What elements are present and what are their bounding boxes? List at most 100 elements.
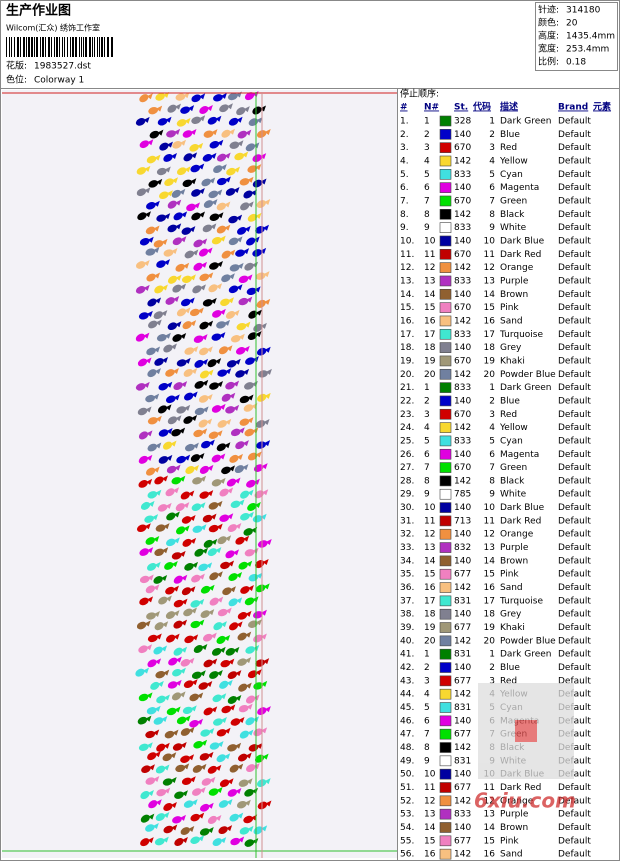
stitch-blob: [171, 247, 178, 254]
stitch-blob: [147, 837, 154, 844]
brand: Default: [558, 703, 591, 713]
stitch-blob: [154, 154, 161, 161]
stitch-blob: [140, 791, 150, 800]
stitches: 140: [454, 183, 471, 193]
stitch-blob: [156, 178, 163, 185]
color-swatch: [439, 315, 452, 327]
stitch-blob: [237, 632, 247, 641]
stitch-blob: [226, 103, 233, 110]
code: 5: [489, 436, 495, 446]
code: 15: [484, 836, 495, 846]
column-header: 元素: [593, 101, 611, 113]
stitch-blob: [171, 428, 181, 437]
stitch-blob: [162, 753, 173, 762]
stitch-blob: [237, 812, 244, 819]
row-number: 48.: [400, 743, 414, 753]
stitch-blob: [230, 500, 241, 509]
stitch-blob: [200, 261, 207, 268]
stitch-blob: [225, 368, 232, 375]
stitch-blob: [203, 659, 213, 668]
stat-label: 宽度:: [538, 43, 559, 55]
stitch-blob: [198, 419, 208, 428]
stitches: 831: [454, 650, 471, 660]
stitch-blob: [199, 105, 209, 115]
stitch-blob: [153, 576, 163, 584]
stitch-blob: [199, 370, 210, 379]
bar: [42, 37, 44, 57]
brand: Default: [558, 756, 591, 766]
needle: 5: [424, 703, 430, 713]
stitches: 833: [454, 436, 471, 446]
stitches: 140: [454, 236, 471, 246]
stitch-blob: [138, 693, 149, 702]
stitch-blob: [252, 154, 262, 163]
stitch-blob: [247, 584, 254, 591]
stitch-blob: [154, 346, 161, 353]
stitch-blob: [180, 827, 190, 835]
description: Dark Red: [500, 250, 541, 260]
stitch-blob: [260, 513, 267, 520]
stitch-blob: [176, 308, 187, 317]
stitch-blob: [146, 707, 157, 715]
stitch-blob: [157, 129, 164, 136]
stitch-blob: [164, 787, 171, 794]
stitch-blob: [163, 764, 170, 771]
stitch-blob: [154, 561, 161, 568]
description: Sand: [500, 850, 523, 860]
column-header: #: [400, 103, 408, 113]
stitch-blob: [156, 334, 167, 342]
code: 9: [489, 223, 495, 233]
row-number: 30.: [400, 503, 414, 513]
description: Pink: [500, 836, 519, 846]
stitch-blob: [240, 202, 250, 211]
color-swatch: [439, 822, 452, 833]
stitch-blob: [199, 273, 210, 282]
color-swatch: [439, 382, 452, 393]
stitch-blob: [207, 359, 217, 368]
stitch-blob: [230, 428, 241, 437]
stitch-blob: [154, 705, 161, 712]
needle: 2: [424, 130, 430, 140]
stitch-blob: [172, 367, 179, 374]
stitch-blob: [143, 667, 150, 674]
stitch-blob: [136, 621, 147, 630]
stitch-blob: [243, 106, 250, 113]
stitch-blob: [216, 381, 223, 388]
stitch-blob: [253, 478, 260, 485]
brand: Default: [558, 463, 591, 473]
brand: Default: [558, 610, 591, 620]
description: Orange: [500, 263, 534, 273]
stitch-blob: [165, 297, 175, 305]
stitch-blob: [198, 812, 205, 819]
stitch-blob: [235, 523, 242, 530]
stitch-blob: [189, 586, 196, 593]
description: Brown: [500, 823, 528, 833]
stitches: 832: [454, 543, 471, 553]
bar: [75, 37, 77, 57]
stitch-blob: [192, 465, 199, 472]
stitch-blob: [247, 394, 254, 401]
stitch-blob: [236, 236, 243, 243]
stitch-blob: [224, 634, 231, 641]
stitch-blob: [209, 382, 219, 390]
stitch-blob: [199, 502, 206, 509]
row-number: 46.: [400, 716, 414, 726]
row-number: 26.: [400, 450, 414, 460]
needle: 19: [424, 623, 436, 633]
stitch-blob: [135, 333, 146, 342]
code: 8: [489, 476, 495, 486]
bar: [70, 37, 71, 57]
brand: Default: [558, 490, 591, 500]
stitch-blob: [182, 538, 192, 547]
needle: 6: [424, 183, 430, 193]
stitches: 833: [454, 810, 471, 820]
bar: [85, 37, 87, 57]
code: 1: [489, 650, 495, 660]
stitch-blob: [136, 167, 147, 175]
row-number: 23.: [400, 410, 414, 420]
stitches: 140: [454, 130, 471, 140]
brand: Default: [558, 303, 591, 313]
stitch-blob: [189, 719, 199, 728]
code: 3: [489, 410, 495, 420]
bar: [99, 37, 100, 57]
